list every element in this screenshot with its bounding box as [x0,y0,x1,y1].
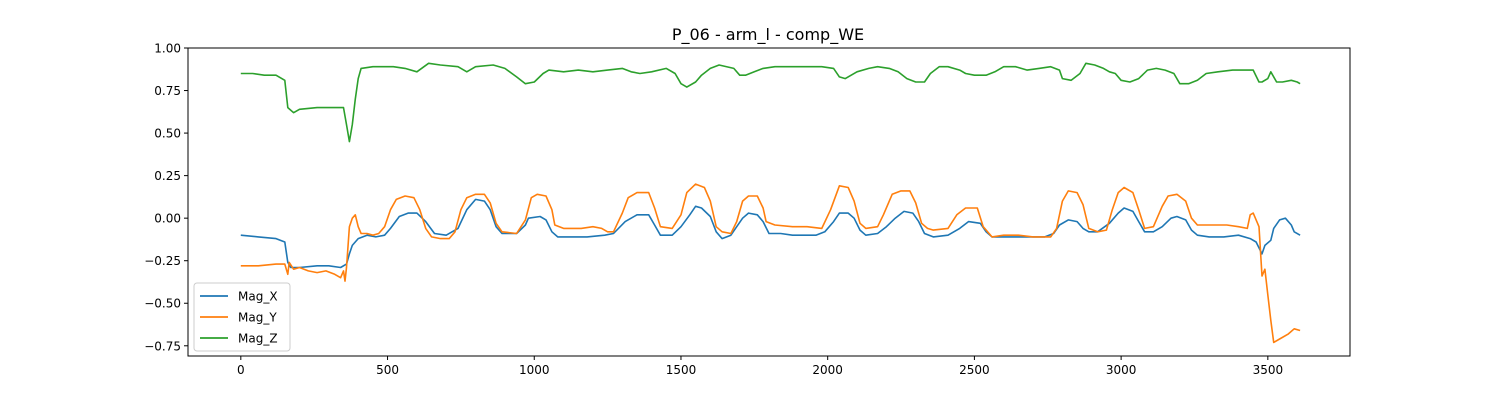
x-tick-label: 3000 [1106,363,1137,377]
y-tick-label: 0.00 [154,212,181,226]
y-tick-label: 0.75 [154,84,181,98]
axes-frame [187,47,1351,357]
chart-title: P_06 - arm_l - comp_WE [672,25,864,45]
legend-label: Mag_Y [238,311,277,325]
y-tick-label: 1.00 [154,42,181,56]
x-tick-label: 3500 [1253,363,1284,377]
y-tick-label: −0.25 [144,254,181,268]
legend-box [193,282,291,352]
x-tick-label: 1000 [519,363,550,377]
y-tick-label: −0.75 [144,339,181,353]
legend-label: Mag_X [238,290,278,304]
y-tick-label: 0.25 [154,169,181,183]
y-tick-label: −0.50 [144,297,181,311]
x-tick-label: 1500 [666,363,697,377]
series-line-mag-z [240,62,1301,143]
series-line-mag-y [240,183,1301,344]
x-tick-label: 2000 [812,363,843,377]
x-tick-label: 0 [237,363,245,377]
x-tick-label: 2500 [959,363,990,377]
y-tick-label: 0.50 [154,127,181,141]
series-line-mag-x [240,198,1301,269]
legend-label: Mag_Z [238,332,278,346]
x-tick-label: 500 [376,363,399,377]
